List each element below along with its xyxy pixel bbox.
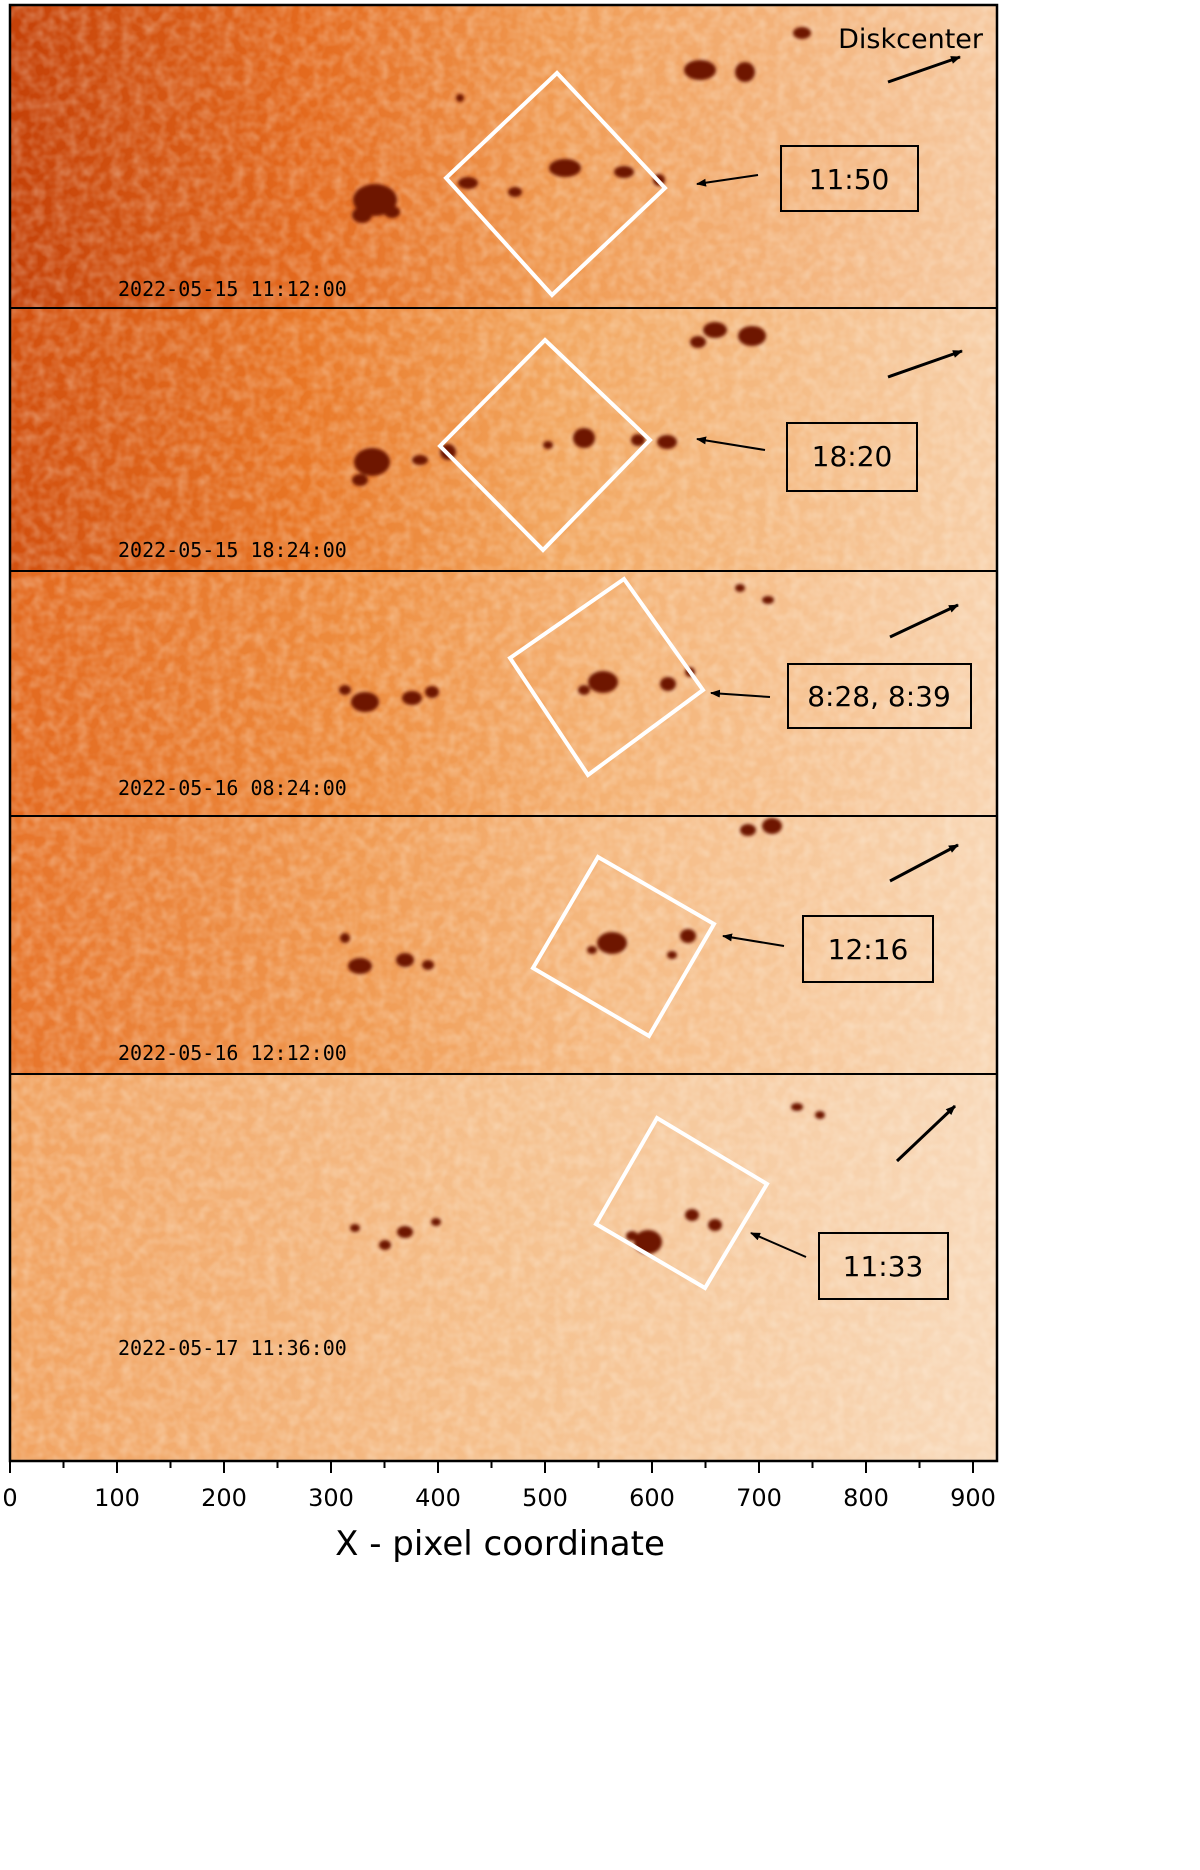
panel-frame [8,3,999,1463]
time-label-box [786,422,918,492]
time-label-box [802,915,934,983]
time-label: 8:28, 8:39 [807,680,951,713]
region-box [507,576,706,778]
x-tick-label: 700 [736,1484,782,1512]
x-tick-label: 800 [843,1484,889,1512]
time-label-box [787,663,972,729]
time-label: 18:20 [812,440,893,473]
x-tick-label: 500 [522,1484,568,1512]
region-box [437,337,653,553]
x-tick-label: 200 [201,1484,247,1512]
pointer-arrow [722,933,785,947]
x-tick-label: 100 [94,1484,140,1512]
sunspot-group [340,818,782,974]
disk-center-arrow [887,349,963,379]
pointer-arrow [750,1232,807,1258]
corner-label: Diskcenter [838,24,984,55]
panel-timestamp: 2022-05-17 11:36:00 [118,1336,347,1360]
observation-panel: 11:50 Diskcenter 2022-05-15 11:12:00 [10,5,997,308]
x-tick-labels: 0 100 200 300 400 500 600 700 800 900 [2,1484,996,1512]
x-axis-ticks [9,1461,974,1473]
image-panels: 11:50 Diskcenter 2022-05-15 11:12:00 [10,5,997,1461]
x-axis: 0 100 200 300 400 500 600 700 800 900 X … [2,1461,996,1564]
sunspot-group [352,322,766,486]
sunspot-group [352,27,811,223]
x-axis-label: X - pixel coordinate [335,1524,665,1564]
region-box [593,1115,770,1291]
panel-timestamp: 2022-05-15 11:12:00 [118,277,347,301]
observation-panel: 12:16 2022-05-16 12:12:00 [10,816,997,1074]
x-tick-label: 400 [415,1484,461,1512]
panel-timestamp: 2022-05-15 18:24:00 [118,538,347,562]
panel-timestamp: 2022-05-16 12:12:00 [118,1041,347,1065]
observation-panel: 8:28, 8:39 2022-05-16 08:24:00 [10,571,997,816]
panel-timestamp: 2022-05-16 08:24:00 [118,776,347,800]
x-tick-label: 600 [629,1484,675,1512]
pointer-arrow [710,689,771,698]
time-label-box [818,1232,949,1300]
disk-center-arrow [895,1104,957,1163]
disk-center-arrow [889,843,959,883]
disk-center-arrow [889,603,959,639]
region-box [443,70,668,298]
x-tick-label: 300 [308,1484,354,1512]
observation-panel: 18:20 2022-05-15 18:24:00 [10,308,997,571]
time-label: 11:50 [809,163,890,196]
time-label: 12:16 [828,933,909,966]
observation-panel: 11:33 2022-05-17 11:36:00 [10,1074,997,1461]
pointer-arrow [696,174,759,187]
time-label-box [780,145,919,212]
time-label: 11:33 [843,1250,924,1283]
pointer-arrow [696,436,766,451]
disk-center-arrow [887,55,961,84]
region-box [530,854,717,1039]
sunspot-group [350,1103,825,1254]
x-tick-label: 900 [950,1484,996,1512]
x-tick-label: 0 [2,1484,17,1512]
